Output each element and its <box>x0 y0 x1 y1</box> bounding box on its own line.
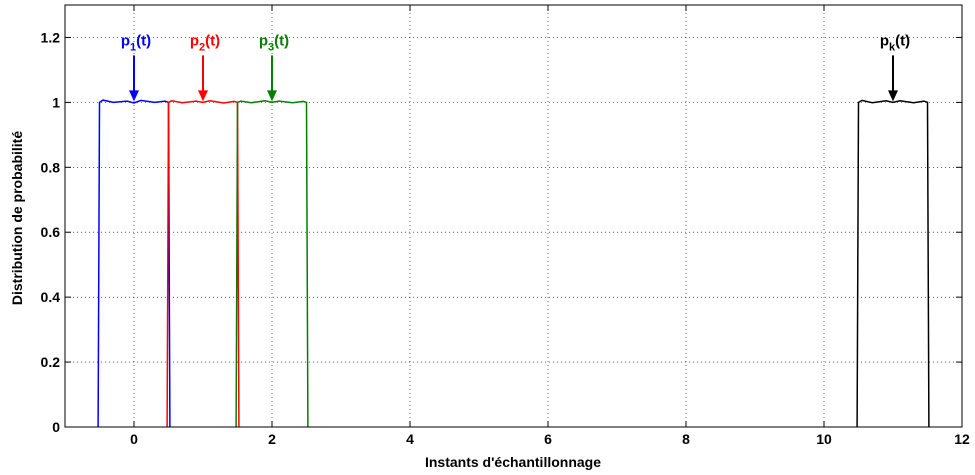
annotation-arrowhead <box>267 90 277 102</box>
series-line-1 <box>97 99 171 428</box>
plot-frame <box>64 4 963 428</box>
y-tick-label: 0.6 <box>41 224 61 240</box>
annotation-label-1: p1(t) <box>121 32 151 53</box>
y-tick-label: 0.8 <box>41 159 61 175</box>
grid <box>65 5 963 428</box>
annotations: p1(t) p2(t) p3(t) pk(t) <box>121 32 910 102</box>
series-lines <box>97 99 930 428</box>
annotation-label-2: p2(t) <box>190 32 220 53</box>
x-tick-label: 12 <box>954 431 970 447</box>
annotation-label-3: p3(t) <box>259 32 289 53</box>
x-tick-label: 10 <box>816 431 832 447</box>
x-tick-label: 0 <box>130 431 138 447</box>
ticks: 0 2 4 6 8 10 12 0 0.2 0.4 0.6 0.8 1 1.2 <box>41 5 970 447</box>
x-tick-label: 4 <box>406 431 414 447</box>
x-tick-label: 8 <box>682 431 690 447</box>
y-tick-label: 0 <box>52 419 60 435</box>
x-tick-label: 2 <box>268 431 276 447</box>
x-axis-title: Instants d'échantillonnage <box>425 454 601 470</box>
series-line-2 <box>166 100 240 428</box>
y-axis-title: Distribution de probabilité <box>9 131 25 305</box>
annotation-arrowhead <box>129 90 139 102</box>
annotation-arrowhead <box>888 90 898 102</box>
y-tick-label: 0.4 <box>41 289 61 305</box>
series-line-4 <box>856 99 930 428</box>
series-line-3 <box>235 100 309 428</box>
y-tick-label: 1.2 <box>41 29 61 45</box>
y-tick-label: 1 <box>52 94 60 110</box>
annotation-label-4: pk(t) <box>880 32 910 53</box>
annotation-arrowhead <box>198 90 208 102</box>
y-tick-label: 0.2 <box>41 354 61 370</box>
x-tick-label: 6 <box>544 431 552 447</box>
